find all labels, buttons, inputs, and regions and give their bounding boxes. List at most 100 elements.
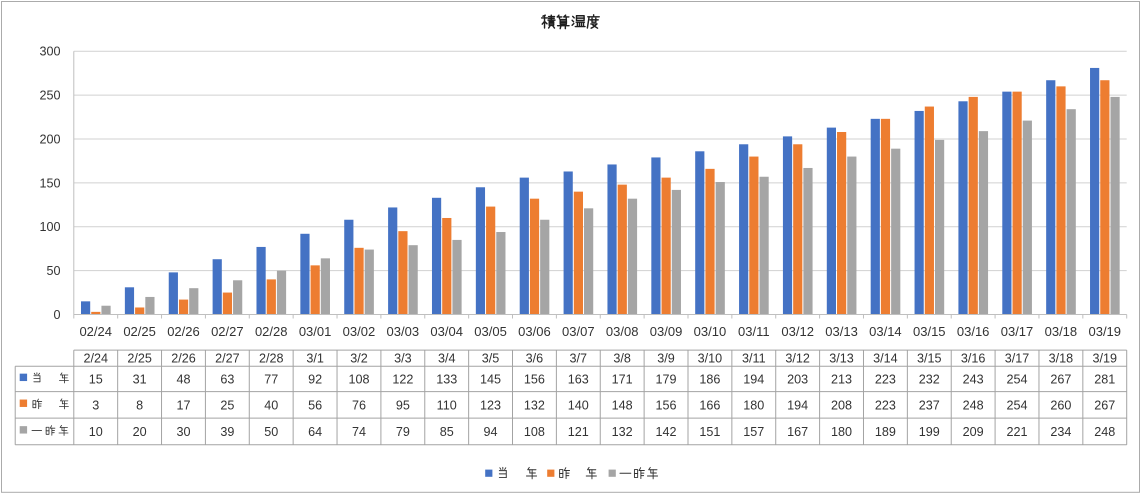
svg-text:20: 20 bbox=[133, 425, 147, 439]
svg-text:3/1: 3/1 bbox=[306, 352, 324, 366]
svg-text:237: 237 bbox=[919, 398, 940, 412]
svg-text:03/07: 03/07 bbox=[562, 324, 595, 339]
svg-text:77: 77 bbox=[264, 372, 278, 386]
svg-text:156: 156 bbox=[524, 372, 545, 386]
svg-text:180: 180 bbox=[831, 425, 852, 439]
svg-text:267: 267 bbox=[1094, 398, 1115, 412]
svg-text:17: 17 bbox=[176, 398, 190, 412]
svg-text:199: 199 bbox=[919, 425, 940, 439]
svg-text:64: 64 bbox=[308, 425, 322, 439]
svg-text:3/10: 3/10 bbox=[698, 352, 723, 366]
svg-text:221: 221 bbox=[1007, 425, 1028, 439]
svg-text:250: 250 bbox=[39, 89, 60, 103]
svg-text:2/24: 2/24 bbox=[83, 352, 108, 366]
svg-text:254: 254 bbox=[1007, 398, 1028, 412]
svg-text:267: 267 bbox=[1050, 372, 1071, 386]
svg-text:140: 140 bbox=[568, 398, 589, 412]
svg-text:223: 223 bbox=[875, 372, 896, 386]
svg-text:15: 15 bbox=[89, 372, 103, 386]
svg-text:03/01: 03/01 bbox=[299, 324, 332, 339]
svg-text:2/27: 2/27 bbox=[215, 352, 240, 366]
svg-text:63: 63 bbox=[220, 372, 234, 386]
svg-text:03/15: 03/15 bbox=[913, 324, 946, 339]
svg-text:132: 132 bbox=[612, 425, 633, 439]
svg-text:2/25: 2/25 bbox=[127, 352, 152, 366]
svg-text:03/13: 03/13 bbox=[825, 324, 858, 339]
svg-text:74: 74 bbox=[352, 425, 366, 439]
svg-text:254: 254 bbox=[1007, 372, 1028, 386]
svg-text:148: 148 bbox=[612, 398, 633, 412]
svg-text:03/11: 03/11 bbox=[738, 324, 770, 339]
svg-text:203: 203 bbox=[787, 372, 808, 386]
svg-text:8: 8 bbox=[136, 398, 143, 412]
svg-text:0: 0 bbox=[53, 308, 60, 322]
svg-text:02/24: 02/24 bbox=[79, 324, 112, 339]
svg-text:194: 194 bbox=[743, 372, 764, 386]
svg-text:50: 50 bbox=[46, 264, 60, 278]
svg-text:3/2: 3/2 bbox=[350, 352, 368, 366]
svg-text:157: 157 bbox=[743, 425, 764, 439]
svg-text:03/16: 03/16 bbox=[957, 324, 990, 339]
svg-text:50: 50 bbox=[264, 425, 278, 439]
svg-text:03/06: 03/06 bbox=[518, 324, 551, 339]
svg-text:232: 232 bbox=[919, 372, 940, 386]
svg-text:03/03: 03/03 bbox=[387, 324, 420, 339]
svg-text:151: 151 bbox=[699, 425, 720, 439]
svg-text:03/08: 03/08 bbox=[606, 324, 639, 339]
svg-text:3/3: 3/3 bbox=[394, 352, 412, 366]
svg-text:163: 163 bbox=[568, 372, 589, 386]
svg-text:234: 234 bbox=[1050, 425, 1071, 439]
svg-text:48: 48 bbox=[176, 372, 190, 386]
svg-text:3/4: 3/4 bbox=[438, 352, 456, 366]
svg-text:145: 145 bbox=[480, 372, 501, 386]
svg-text:03/09: 03/09 bbox=[650, 324, 683, 339]
svg-text:85: 85 bbox=[440, 425, 454, 439]
svg-text:3/12: 3/12 bbox=[785, 352, 810, 366]
svg-text:3/7: 3/7 bbox=[570, 352, 588, 366]
svg-text:121: 121 bbox=[568, 425, 589, 439]
svg-text:248: 248 bbox=[1094, 425, 1115, 439]
svg-text:3/15: 3/15 bbox=[917, 352, 942, 366]
svg-text:02/25: 02/25 bbox=[123, 324, 156, 339]
svg-text:30: 30 bbox=[176, 425, 190, 439]
svg-text:3/11: 3/11 bbox=[742, 352, 766, 366]
svg-text:156: 156 bbox=[656, 398, 677, 412]
svg-text:3/19: 3/19 bbox=[1093, 352, 1118, 366]
svg-text:100: 100 bbox=[39, 220, 60, 234]
svg-text:194: 194 bbox=[787, 398, 808, 412]
svg-text:79: 79 bbox=[396, 425, 410, 439]
svg-text:179: 179 bbox=[656, 372, 677, 386]
svg-text:3: 3 bbox=[92, 398, 99, 412]
svg-text:3/8: 3/8 bbox=[613, 352, 631, 366]
svg-text:3/5: 3/5 bbox=[482, 352, 500, 366]
svg-text:208: 208 bbox=[831, 398, 852, 412]
svg-text:02/27: 02/27 bbox=[211, 324, 244, 339]
svg-text:3/16: 3/16 bbox=[961, 352, 986, 366]
svg-text:03/14: 03/14 bbox=[869, 324, 902, 339]
svg-text:02/26: 02/26 bbox=[167, 324, 200, 339]
svg-text:40: 40 bbox=[264, 398, 278, 412]
svg-text:186: 186 bbox=[699, 372, 720, 386]
svg-text:56: 56 bbox=[308, 398, 322, 412]
svg-text:2/28: 2/28 bbox=[259, 352, 284, 366]
svg-text:76: 76 bbox=[352, 398, 366, 412]
svg-text:03/05: 03/05 bbox=[474, 324, 507, 339]
svg-text:03/12: 03/12 bbox=[781, 324, 814, 339]
svg-text:123: 123 bbox=[480, 398, 501, 412]
svg-text:108: 108 bbox=[348, 372, 369, 386]
svg-text:110: 110 bbox=[437, 398, 457, 412]
svg-text:189: 189 bbox=[875, 425, 896, 439]
svg-text:243: 243 bbox=[963, 372, 984, 386]
svg-text:223: 223 bbox=[875, 398, 896, 412]
svg-text:3/13: 3/13 bbox=[829, 352, 854, 366]
svg-text:260: 260 bbox=[1050, 398, 1071, 412]
svg-text:92: 92 bbox=[308, 372, 322, 386]
svg-text:2/26: 2/26 bbox=[171, 352, 196, 366]
svg-text:150: 150 bbox=[39, 176, 60, 190]
svg-text:3/18: 3/18 bbox=[1049, 352, 1074, 366]
svg-text:39: 39 bbox=[220, 425, 234, 439]
svg-text:03/19: 03/19 bbox=[1088, 324, 1121, 339]
svg-text:281: 281 bbox=[1094, 372, 1115, 386]
svg-text:31: 31 bbox=[133, 372, 147, 386]
svg-text:300: 300 bbox=[39, 45, 60, 59]
